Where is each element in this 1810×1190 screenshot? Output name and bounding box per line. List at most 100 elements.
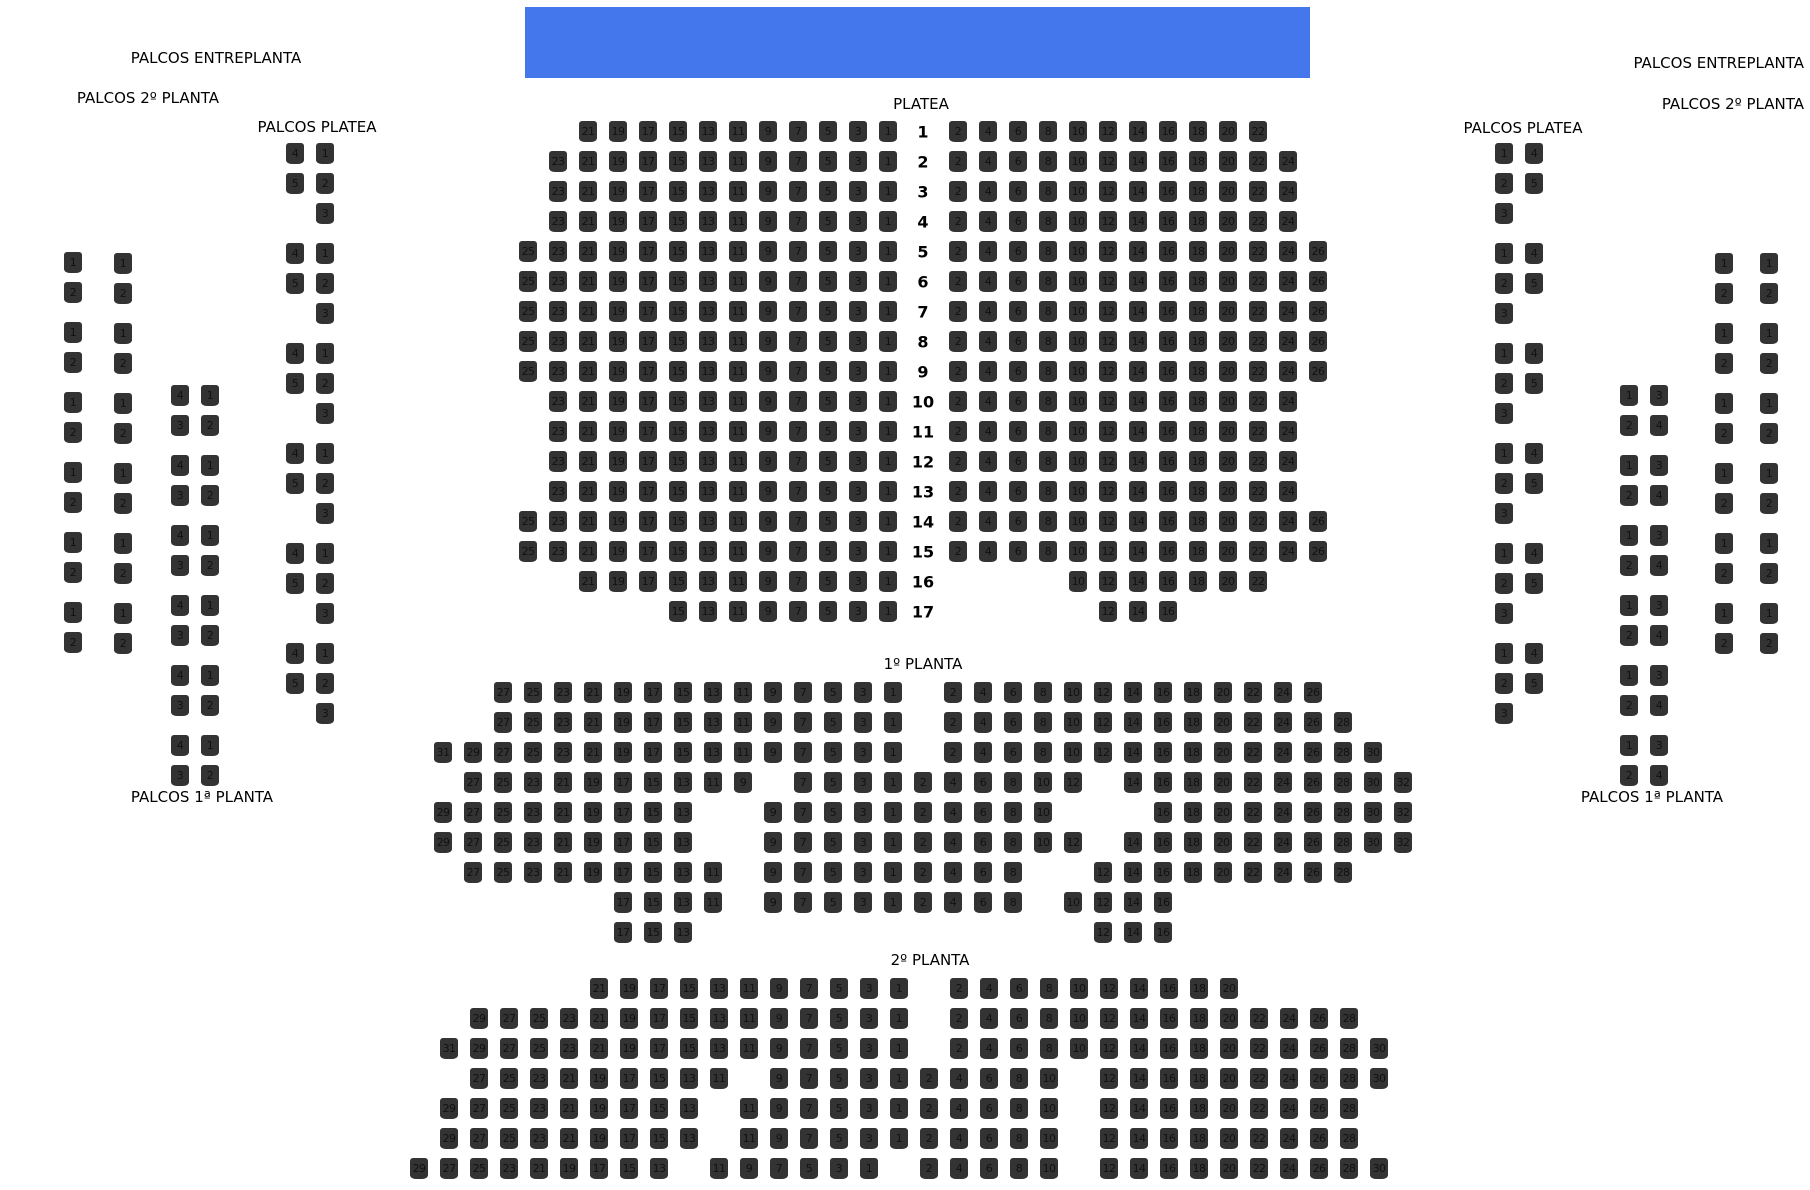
seat-palco-1-planta-left-1[interactable]: 1	[201, 455, 219, 476]
seat-2-planta-2[interactable]: 2	[920, 1128, 938, 1149]
seat-platea-19[interactable]: 19	[609, 391, 627, 412]
seat-1-planta-11[interactable]: 11	[704, 772, 722, 793]
seat-palco-1-planta-left-3[interactable]: 3	[171, 485, 189, 506]
seat-platea-20[interactable]: 20	[1219, 391, 1237, 412]
seat-palco-platea-left-3[interactable]: 3	[316, 703, 334, 724]
seat-platea-24[interactable]: 24	[1279, 361, 1297, 382]
seat-platea-20[interactable]: 20	[1219, 421, 1237, 442]
seat-palco-left-b-2[interactable]: 2	[114, 353, 132, 374]
seat-1-planta-3[interactable]: 3	[854, 682, 872, 703]
seat-palco-right-a-2[interactable]: 2	[1715, 353, 1733, 374]
seat-2-planta-23[interactable]: 23	[530, 1128, 548, 1149]
seat-palco-platea-left-2[interactable]: 2	[316, 273, 334, 294]
seat-2-planta-1[interactable]: 1	[890, 1008, 908, 1029]
seat-2-planta-14[interactable]: 14	[1130, 1068, 1148, 1089]
seat-palco-1-planta-left-4[interactable]: 4	[171, 385, 189, 406]
seat-platea-13[interactable]: 13	[699, 541, 717, 562]
seat-2-planta-29[interactable]: 29	[410, 1158, 428, 1179]
seat-2-planta-1[interactable]: 1	[890, 978, 908, 999]
seat-2-planta-5[interactable]: 5	[830, 1128, 848, 1149]
seat-1-planta-29[interactable]: 29	[434, 832, 452, 853]
seat-2-planta-10[interactable]: 10	[1040, 1098, 1058, 1119]
seat-1-planta-1[interactable]: 1	[884, 832, 902, 853]
seat-2-planta-28[interactable]: 28	[1340, 1068, 1358, 1089]
seat-1-planta-15[interactable]: 15	[644, 832, 662, 853]
seat-platea-20[interactable]: 20	[1219, 151, 1237, 172]
seat-platea-3[interactable]: 3	[849, 391, 867, 412]
seat-1-planta-8[interactable]: 8	[1004, 802, 1022, 823]
seat-1-planta-24[interactable]: 24	[1274, 862, 1292, 883]
seat-platea-1[interactable]: 1	[879, 511, 897, 532]
seat-platea-4[interactable]: 4	[979, 211, 997, 232]
seat-2-planta-3[interactable]: 3	[830, 1158, 848, 1179]
seat-platea-16[interactable]: 16	[1159, 451, 1177, 472]
seat-2-planta-14[interactable]: 14	[1130, 1128, 1148, 1149]
seat-platea-6[interactable]: 6	[1009, 151, 1027, 172]
seat-palco-right-b-2[interactable]: 2	[1760, 493, 1778, 514]
seat-2-planta-23[interactable]: 23	[560, 1038, 578, 1059]
seat-2-planta-28[interactable]: 28	[1340, 1128, 1358, 1149]
seat-2-planta-1[interactable]: 1	[890, 1128, 908, 1149]
seat-1-planta-6[interactable]: 6	[974, 832, 992, 853]
seat-platea-15[interactable]: 15	[669, 151, 687, 172]
seat-platea-6[interactable]: 6	[1009, 211, 1027, 232]
seat-platea-7[interactable]: 7	[789, 601, 807, 622]
seat-2-planta-6[interactable]: 6	[980, 1158, 998, 1179]
seat-platea-9[interactable]: 9	[759, 211, 777, 232]
seat-platea-19[interactable]: 19	[609, 151, 627, 172]
seat-1-planta-18[interactable]: 18	[1184, 832, 1202, 853]
seat-palco-platea-left-4[interactable]: 4	[286, 543, 304, 564]
seat-palco-1-planta-left-1[interactable]: 1	[201, 525, 219, 546]
seat-2-planta-20[interactable]: 20	[1220, 1098, 1238, 1119]
seat-platea-24[interactable]: 24	[1279, 541, 1297, 562]
seat-2-planta-18[interactable]: 18	[1190, 1038, 1208, 1059]
seat-1-planta-1[interactable]: 1	[884, 742, 902, 763]
seat-palco-1-planta-left-2[interactable]: 2	[201, 415, 219, 436]
seat-1-planta-12[interactable]: 12	[1094, 892, 1112, 913]
seat-2-planta-20[interactable]: 20	[1220, 1038, 1238, 1059]
seat-platea-21[interactable]: 21	[579, 271, 597, 292]
seat-1-planta-10[interactable]: 10	[1064, 682, 1082, 703]
seat-palco-platea-right-4[interactable]: 4	[1525, 343, 1543, 364]
seat-1-planta-24[interactable]: 24	[1274, 682, 1292, 703]
seat-platea-1[interactable]: 1	[879, 571, 897, 592]
seat-palco-platea-left-4[interactable]: 4	[286, 143, 304, 164]
seat-1-planta-16[interactable]: 16	[1154, 802, 1172, 823]
seat-platea-8[interactable]: 8	[1039, 301, 1057, 322]
seat-2-planta-17[interactable]: 17	[620, 1068, 638, 1089]
seat-2-planta-11[interactable]: 11	[740, 1128, 758, 1149]
seat-platea-17[interactable]: 17	[639, 151, 657, 172]
seat-platea-14[interactable]: 14	[1129, 301, 1147, 322]
seat-platea-3[interactable]: 3	[849, 451, 867, 472]
seat-platea-18[interactable]: 18	[1189, 421, 1207, 442]
seat-platea-5[interactable]: 5	[819, 241, 837, 262]
seat-platea-6[interactable]: 6	[1009, 451, 1027, 472]
seat-platea-8[interactable]: 8	[1039, 211, 1057, 232]
seat-1-planta-13[interactable]: 13	[704, 742, 722, 763]
seat-palco-right-b-1[interactable]: 1	[1760, 323, 1778, 344]
seat-platea-21[interactable]: 21	[579, 451, 597, 472]
seat-palco-platea-left-3[interactable]: 3	[316, 303, 334, 324]
seat-platea-18[interactable]: 18	[1189, 361, 1207, 382]
seat-platea-22[interactable]: 22	[1249, 181, 1267, 202]
seat-palco-platea-left-5[interactable]: 5	[286, 373, 304, 394]
seat-palco-platea-right-2[interactable]: 2	[1495, 473, 1513, 494]
seat-platea-22[interactable]: 22	[1249, 481, 1267, 502]
seat-palco-1-planta-left-1[interactable]: 1	[201, 385, 219, 406]
seat-platea-16[interactable]: 16	[1159, 331, 1177, 352]
seat-2-planta-20[interactable]: 20	[1220, 978, 1238, 999]
seat-platea-12[interactable]: 12	[1099, 181, 1117, 202]
seat-palco-1-planta-right-3[interactable]: 3	[1650, 455, 1668, 476]
seat-platea-5[interactable]: 5	[819, 301, 837, 322]
seat-2-planta-11[interactable]: 11	[740, 978, 758, 999]
seat-platea-24[interactable]: 24	[1279, 511, 1297, 532]
seat-platea-1[interactable]: 1	[879, 241, 897, 262]
seat-2-planta-15[interactable]: 15	[680, 1008, 698, 1029]
seat-platea-23[interactable]: 23	[549, 451, 567, 472]
seat-1-planta-3[interactable]: 3	[854, 772, 872, 793]
seat-palco-platea-right-1[interactable]: 1	[1495, 143, 1513, 164]
seat-platea-6[interactable]: 6	[1009, 481, 1027, 502]
seat-platea-5[interactable]: 5	[819, 151, 837, 172]
seat-palco-right-b-1[interactable]: 1	[1760, 603, 1778, 624]
seat-platea-13[interactable]: 13	[699, 361, 717, 382]
